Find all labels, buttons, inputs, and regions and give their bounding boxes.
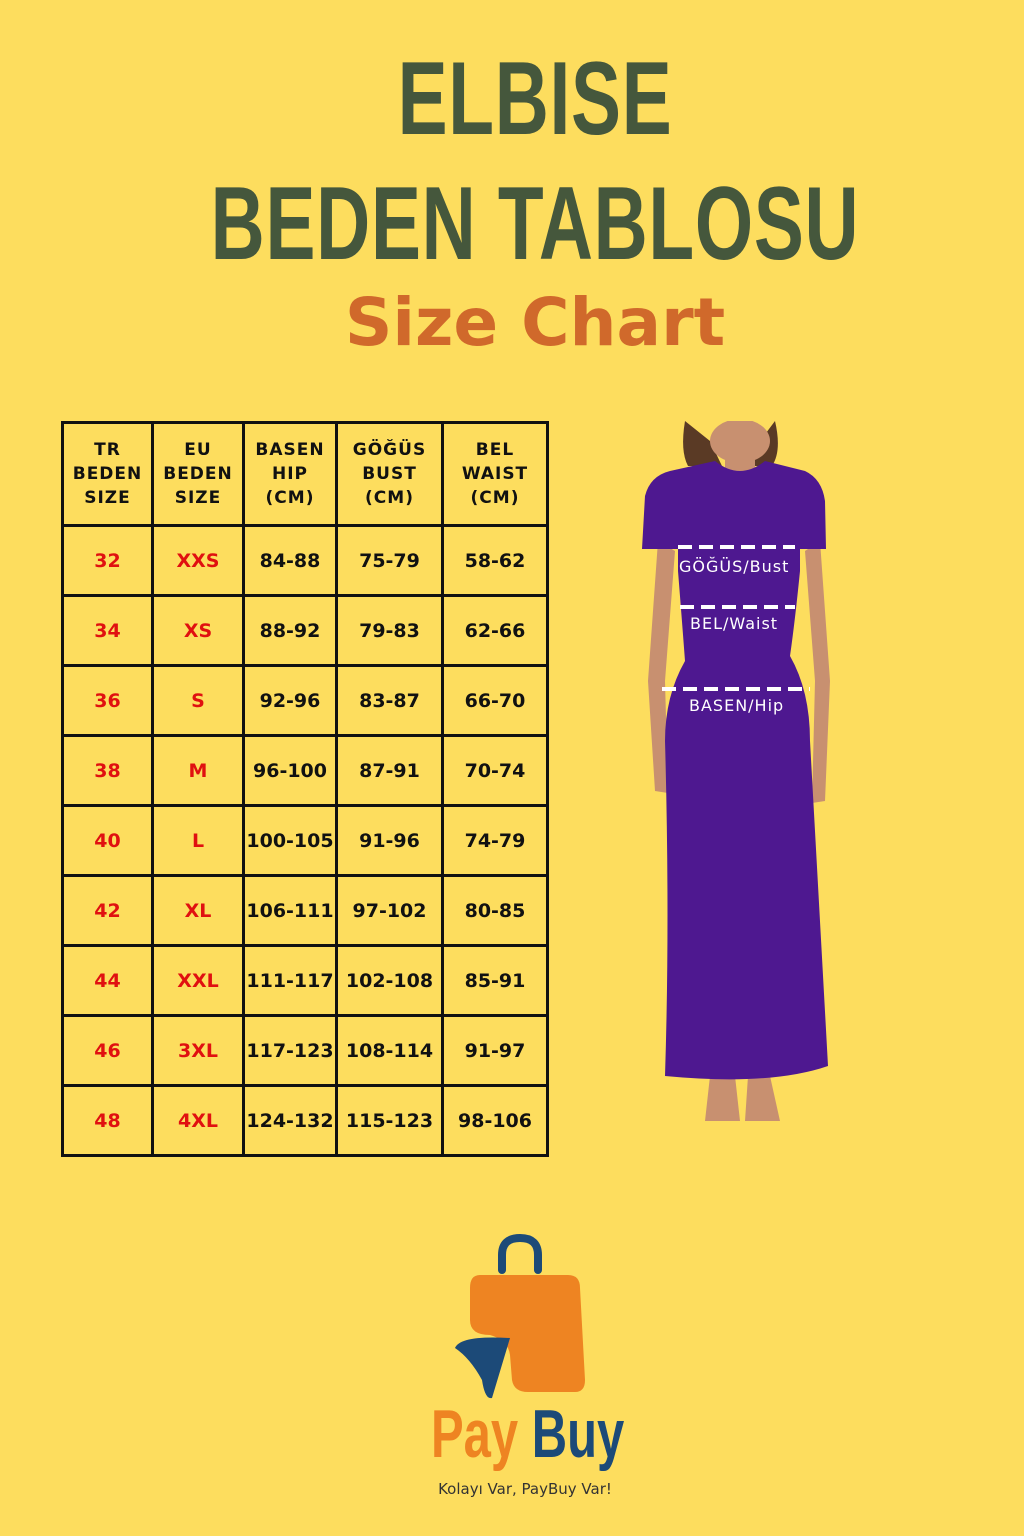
- header-line: (CM): [470, 488, 520, 508]
- table-cell: 98-106: [441, 1084, 549, 1157]
- table-cell: 124-132: [242, 1084, 338, 1157]
- table-cell: 58-62: [441, 524, 549, 597]
- table-cell: 111-117: [242, 944, 338, 1017]
- table-cell: 85-91: [441, 944, 549, 1017]
- table-cell: 32: [61, 524, 154, 597]
- subtitle: Size Chart: [344, 284, 726, 361]
- table-cell: 115-123: [335, 1084, 444, 1157]
- header-line: (CM): [365, 488, 414, 508]
- table-row: 46 3XL 117-123 108-114 91-97: [61, 1014, 549, 1087]
- table-cell: 4XL: [151, 1084, 245, 1157]
- table-cell: 42: [61, 874, 154, 947]
- column-header: GÖĞÜS BUST (CM): [335, 421, 444, 527]
- size-table: TR BEDEN SIZE EU BEDEN SIZE BASEN HIP (CM) GÖĞÜS B…: [61, 421, 549, 1157]
- table-cell: 40: [61, 804, 154, 877]
- column-header: EU BEDEN SIZE: [151, 421, 245, 527]
- table-cell: S: [151, 664, 245, 737]
- column-header: BASEN HIP (CM): [242, 421, 338, 527]
- bust-label: GÖĞÜS/Bust: [679, 557, 790, 576]
- table-cell: 66-70: [441, 664, 549, 737]
- table-cell: 106-111: [242, 874, 338, 947]
- table-cell: 100-105: [242, 804, 338, 877]
- table-cell: 38: [61, 734, 154, 807]
- table-cell: 96-100: [242, 734, 338, 807]
- paybuy-logo: [430, 1230, 630, 1410]
- table-cell: 88-92: [242, 594, 338, 667]
- brand-tagline: Kolayı Var, PayBuy Var!: [438, 1480, 612, 1498]
- table-cell: 48: [61, 1084, 154, 1157]
- table-cell: XXS: [151, 524, 245, 597]
- header-line: SIZE: [174, 488, 222, 508]
- table-cell: 87-91: [335, 734, 444, 807]
- column-header: TR BEDEN SIZE: [61, 421, 154, 527]
- table-cell: 80-85: [441, 874, 549, 947]
- table-cell: M: [151, 734, 245, 807]
- header-line: (CM): [265, 488, 315, 508]
- table-cell: 3XL: [151, 1014, 245, 1087]
- brand-pay: Pay: [431, 1396, 519, 1472]
- table-cell: 62-66: [441, 594, 549, 667]
- table-cell: 34: [61, 594, 154, 667]
- table-row: 40 L 100-105 91-96 74-79: [61, 804, 549, 877]
- table-cell: 36: [61, 664, 154, 737]
- column-header: BEL WAIST (CM): [441, 421, 549, 527]
- table-cell: 74-79: [441, 804, 549, 877]
- table-row: 34 XS 88-92 79-83 62-66: [61, 594, 549, 667]
- table-cell: 84-88: [242, 524, 338, 597]
- header-line: WAIST: [461, 464, 529, 484]
- header-line: BASEN: [255, 440, 325, 460]
- table-cell: XXL: [151, 944, 245, 1017]
- header-line: EU: [184, 440, 212, 460]
- table-cell: 83-87: [335, 664, 444, 737]
- header-line: SIZE: [84, 488, 131, 508]
- table-cell: 70-74: [441, 734, 549, 807]
- header-line: BEDEN: [163, 464, 233, 484]
- table-cell: 102-108: [335, 944, 444, 1017]
- table-row: 36 S 92-96 83-87 66-70: [61, 664, 549, 737]
- brand-name: Pay Buy: [431, 1395, 624, 1473]
- table-cell: XL: [151, 874, 245, 947]
- table-cell: 75-79: [335, 524, 444, 597]
- header-line: BUST: [362, 464, 417, 484]
- table-row: 42 XL 106-111 97-102 80-85: [61, 874, 549, 947]
- table-cell: 79-83: [335, 594, 444, 667]
- header-line: BEL: [475, 440, 515, 460]
- dress-figure: GÖĞÜS/Bust BEL/Waist BASEN/Hip: [630, 419, 850, 1121]
- table-cell: 44: [61, 944, 154, 1017]
- table-row: 48 4XL 124-132 115-123 98-106: [61, 1084, 549, 1157]
- waist-label: BEL/Waist: [690, 614, 779, 633]
- table-row: 38 M 96-100 87-91 70-74: [61, 734, 549, 807]
- table-cell: 91-97: [441, 1014, 549, 1087]
- table-row: 32 XXS 84-88 75-79 58-62: [61, 524, 549, 597]
- table-cell: 97-102: [335, 874, 444, 947]
- table-cell: 117-123: [242, 1014, 338, 1087]
- title-line2: BEDEN TABLOSU: [210, 166, 860, 282]
- table-cell: 46: [61, 1014, 154, 1087]
- brand-buy: Buy: [531, 1396, 625, 1472]
- header-line: TR: [94, 440, 121, 460]
- header-line: HIP: [271, 464, 308, 484]
- header-line: BEDEN: [72, 464, 143, 484]
- table-cell: 92-96: [242, 664, 338, 737]
- table-cell: 91-96: [335, 804, 444, 877]
- hip-label: BASEN/Hip: [689, 696, 785, 715]
- title-line1: ELBISE: [397, 41, 673, 157]
- table-cell: L: [151, 804, 245, 877]
- header-line: GÖĞÜS: [352, 440, 427, 460]
- table-cell: 108-114: [335, 1014, 444, 1087]
- table-row: 44 XXL 111-117 102-108 85-91: [61, 944, 549, 1017]
- table-cell: XS: [151, 594, 245, 667]
